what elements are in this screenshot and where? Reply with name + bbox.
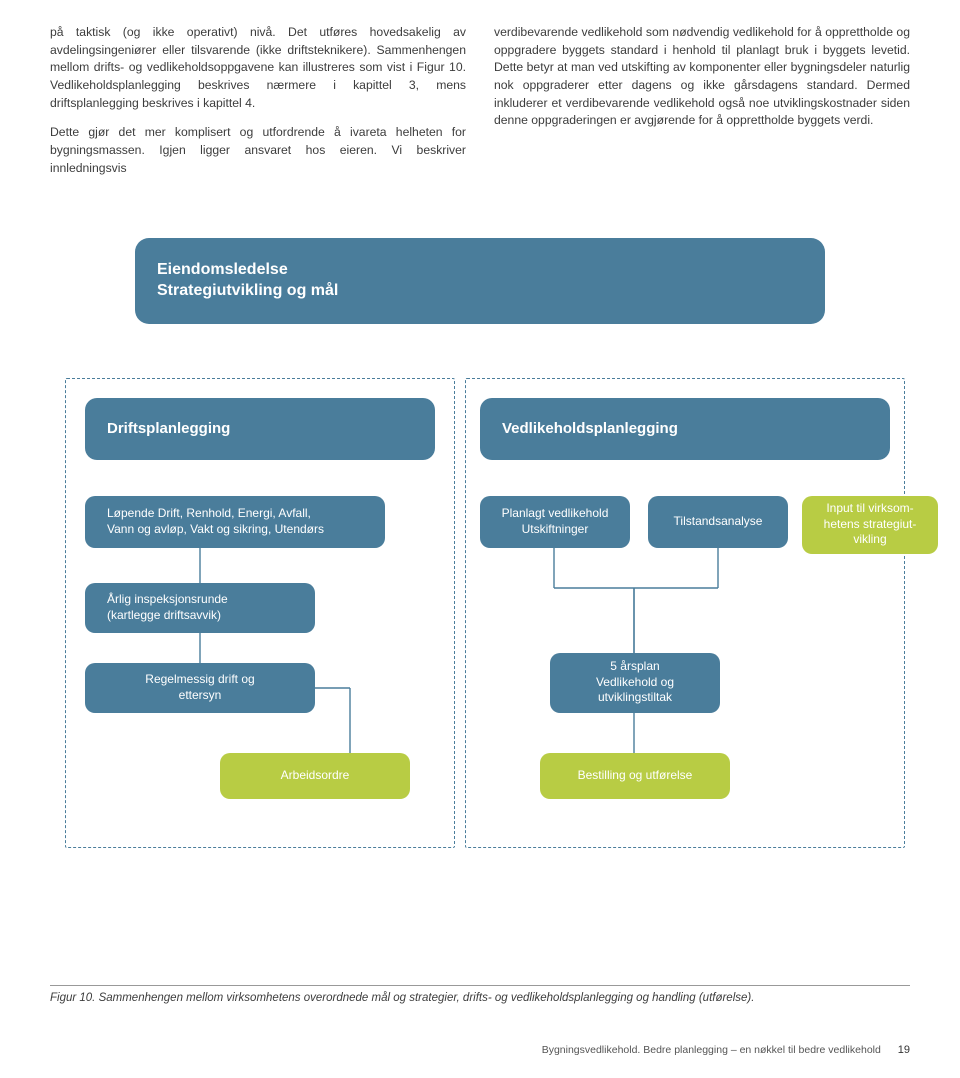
node-input: Input til virksom-hetens strategiut-vikl…: [802, 496, 938, 554]
node-best: Bestilling og utførelse: [540, 753, 730, 799]
node-tilst: Tilstandsanalyse: [648, 496, 788, 548]
intro-columns: på taktisk (og ikke operativt) nivå. Det…: [50, 24, 910, 190]
node-lop: Løpende Drift, Renhold, Energi, Avfall,V…: [85, 496, 385, 548]
para: Dette gjør det mer komplisert og utfordr…: [50, 124, 466, 177]
para: verdibevarende vedlikehold som nødvendig…: [494, 24, 910, 130]
figure-caption: Figur 10. Sammenhengen mellom virksomhet…: [50, 985, 910, 1004]
node-vedl: Vedlikeholdsplanlegging: [480, 398, 890, 460]
page-number: 19: [898, 1044, 910, 1056]
right-column: verdibevarende vedlikehold som nødvendig…: [494, 24, 910, 190]
footer-text: Bygningsvedlikehold. Bedre planlegging –…: [542, 1044, 881, 1056]
caption-text: Figur 10. Sammenhengen mellom virksomhet…: [50, 992, 754, 1004]
para: på taktisk (og ikke operativt) nivå. Det…: [50, 24, 466, 112]
node-insp: Årlig inspeksjonsrunde(kartlegge driftsa…: [85, 583, 315, 633]
node-top: EiendomsledelseStrategiutvikling og mål: [135, 238, 825, 324]
node-drift: Driftsplanlegging: [85, 398, 435, 460]
left-column: på taktisk (og ikke operativt) nivå. Det…: [50, 24, 466, 190]
node-plan: Planlagt vedlikeholdUtskiftninger: [480, 496, 630, 548]
node-arb: Arbeidsordre: [220, 753, 410, 799]
node-fem: 5 årsplanVedlikehold ogutviklingstiltak: [550, 653, 720, 713]
diagram: EiendomsledelseStrategiutvikling og mål D…: [50, 238, 910, 878]
node-regel: Regelmessig drift ogettersyn: [85, 663, 315, 713]
page-footer: Bygningsvedlikehold. Bedre planlegging –…: [542, 1044, 910, 1056]
